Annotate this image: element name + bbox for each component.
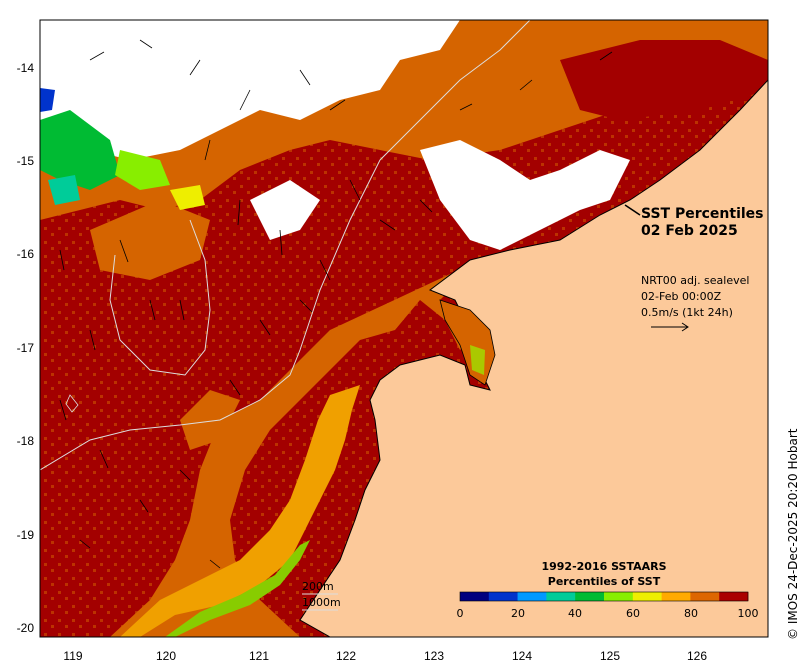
- x-tick-label: 126: [687, 649, 707, 663]
- colorbar-frame: [459, 591, 749, 602]
- x-tick-label: 120: [156, 649, 176, 663]
- vector-scale-label: 0.5m/s (1kt 24h): [641, 306, 733, 319]
- x-tick-label: 119: [63, 649, 82, 663]
- legend-subtitle: Percentiles of SST: [548, 575, 661, 588]
- contour-label-1000m: 1000m: [302, 596, 341, 609]
- x-tick-label: 124: [512, 649, 532, 663]
- legend-tick: 80: [684, 607, 698, 620]
- y-tick-label: -15: [17, 154, 35, 168]
- colorbar-swatch: [517, 592, 547, 601]
- colorbar-swatch: [661, 592, 691, 601]
- colorbar-swatch: [719, 592, 749, 601]
- x-tick-label: 121: [249, 649, 269, 663]
- ocean-mid-percentile-band: [110, 260, 480, 637]
- y-tick-label: -16: [17, 247, 35, 261]
- y-tick-label: -17: [17, 341, 35, 355]
- colorbar-swatch: [690, 592, 720, 601]
- title-pointer-line: [624, 204, 641, 216]
- y-tick-label: -19: [17, 528, 35, 542]
- colorbar-swatch: [460, 592, 490, 601]
- legend-tick: 100: [738, 607, 759, 620]
- y-tick-label: -20: [17, 621, 35, 635]
- legend-tick: 40: [568, 607, 582, 620]
- x-tick-label: 123: [424, 649, 444, 663]
- x-tick-label: 122: [336, 649, 356, 663]
- current-vectors: [59, 39, 613, 569]
- colorbar-legend: 1992-2016 SSTAARS Percentiles of SST 0 2…: [457, 560, 759, 620]
- colorbar-swatch: [604, 592, 634, 601]
- legend-title: 1992-2016 SSTAARS: [541, 560, 666, 573]
- colorbar-swatch: [575, 592, 605, 601]
- map-plot-area: [40, 20, 768, 637]
- y-tick-label: -18: [17, 434, 35, 448]
- colorbar-swatch: [632, 592, 662, 601]
- bathymetry-contour: [109, 219, 211, 376]
- y-axis: -14 -15 -16 -17 -18 -19 -20: [17, 61, 35, 635]
- land-mass: [299, 79, 768, 637]
- contour-label-200m: 200m: [302, 580, 334, 593]
- map-title: SST Percentiles: [641, 206, 764, 222]
- vector-scale-arrow: [651, 322, 689, 332]
- colorbar-swatch: [546, 592, 576, 601]
- map-date: 02 Feb 2025: [641, 223, 738, 239]
- legend-tick: 60: [626, 607, 640, 620]
- credit-text: © IMOS 24-Dec-2025 20:20 Hobart: [786, 428, 800, 640]
- x-tick-label: 125: [600, 649, 620, 663]
- model-time: 02-Feb 00:00Z: [641, 290, 722, 303]
- legend-tick: 0: [457, 607, 464, 620]
- model-label: NRT00 adj. sealevel: [641, 274, 749, 287]
- y-tick-label: -14: [17, 61, 35, 75]
- colorbar-swatch: [488, 592, 518, 601]
- x-axis: 119 120 121 122 123 124 125 126: [63, 649, 707, 663]
- ocean-low-percentile-strip: [120, 385, 360, 637]
- legend-tick: 20: [511, 607, 525, 620]
- colorbar-swatches: [459, 591, 749, 602]
- map-frame: [39, 19, 769, 638]
